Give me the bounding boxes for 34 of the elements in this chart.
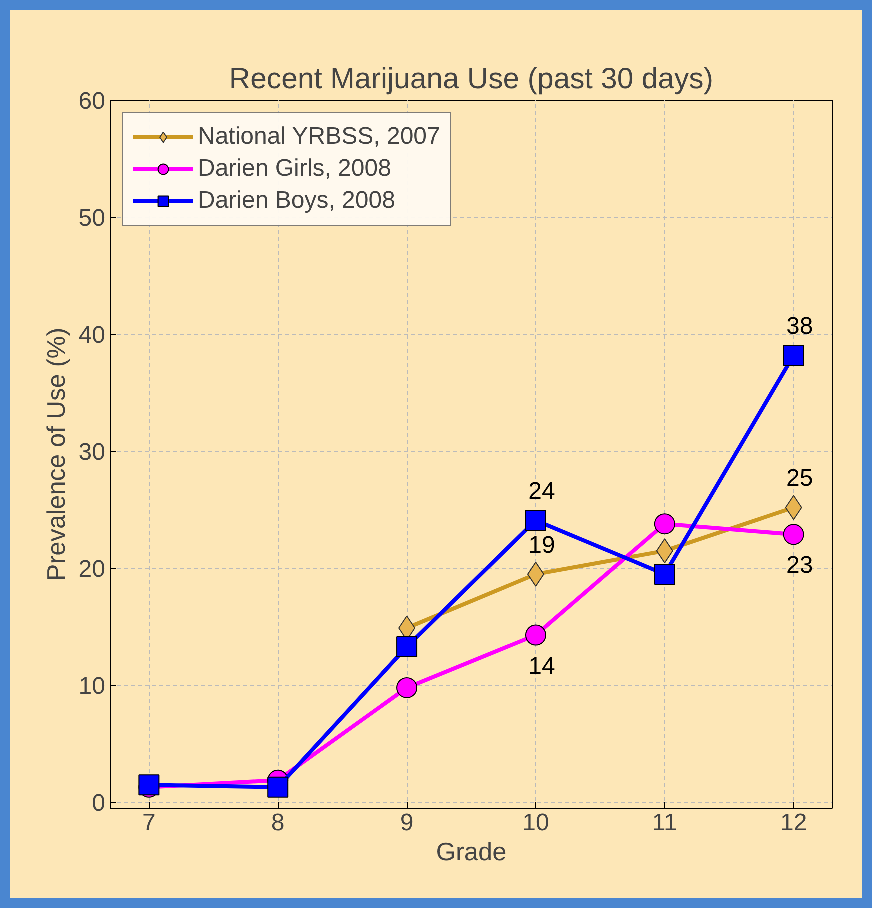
data-label: 14: [528, 652, 556, 680]
x-tick-label: 10: [522, 810, 550, 836]
y-axis-title: Prevalence of Use (%): [42, 328, 71, 582]
data-label: 38: [786, 313, 814, 340]
y-tick-label: 0: [92, 790, 106, 818]
x-axis-title: Grade: [436, 838, 507, 866]
point: [396, 677, 418, 698]
x-tick-label: 7: [142, 810, 156, 836]
y-tick-label: 50: [78, 205, 106, 232]
legend-label: Darien Girls, 2008: [198, 155, 392, 183]
point: [396, 636, 418, 658]
x-tick-label: 8: [271, 810, 285, 836]
data-label: 23: [786, 552, 814, 580]
chart-title: Recent Marijuana Use (past 30 days): [229, 62, 714, 96]
point: [525, 624, 546, 646]
point: [268, 776, 289, 798]
point: [783, 524, 804, 546]
y-tick-label: 30: [78, 439, 106, 466]
point: [654, 564, 676, 585]
point: [783, 345, 804, 366]
x-tick-label: 9: [400, 810, 414, 836]
legend-label: Darien Boys, 2008: [198, 187, 396, 215]
point: [654, 514, 676, 535]
point: [525, 510, 546, 532]
x-tick-label: 12: [780, 810, 808, 836]
y-tick-label: 40: [78, 322, 106, 350]
data-label: 24: [528, 478, 556, 506]
legend-label: National YRBSS, 2007: [198, 123, 440, 151]
y-tick-label: 10: [78, 673, 106, 700]
x-tick-label: 11: [652, 810, 678, 836]
data-label: 25: [786, 465, 814, 492]
y-tick-label: 20: [78, 556, 106, 584]
data-label: 19: [528, 532, 556, 559]
y-tick-label: 60: [78, 88, 106, 115]
